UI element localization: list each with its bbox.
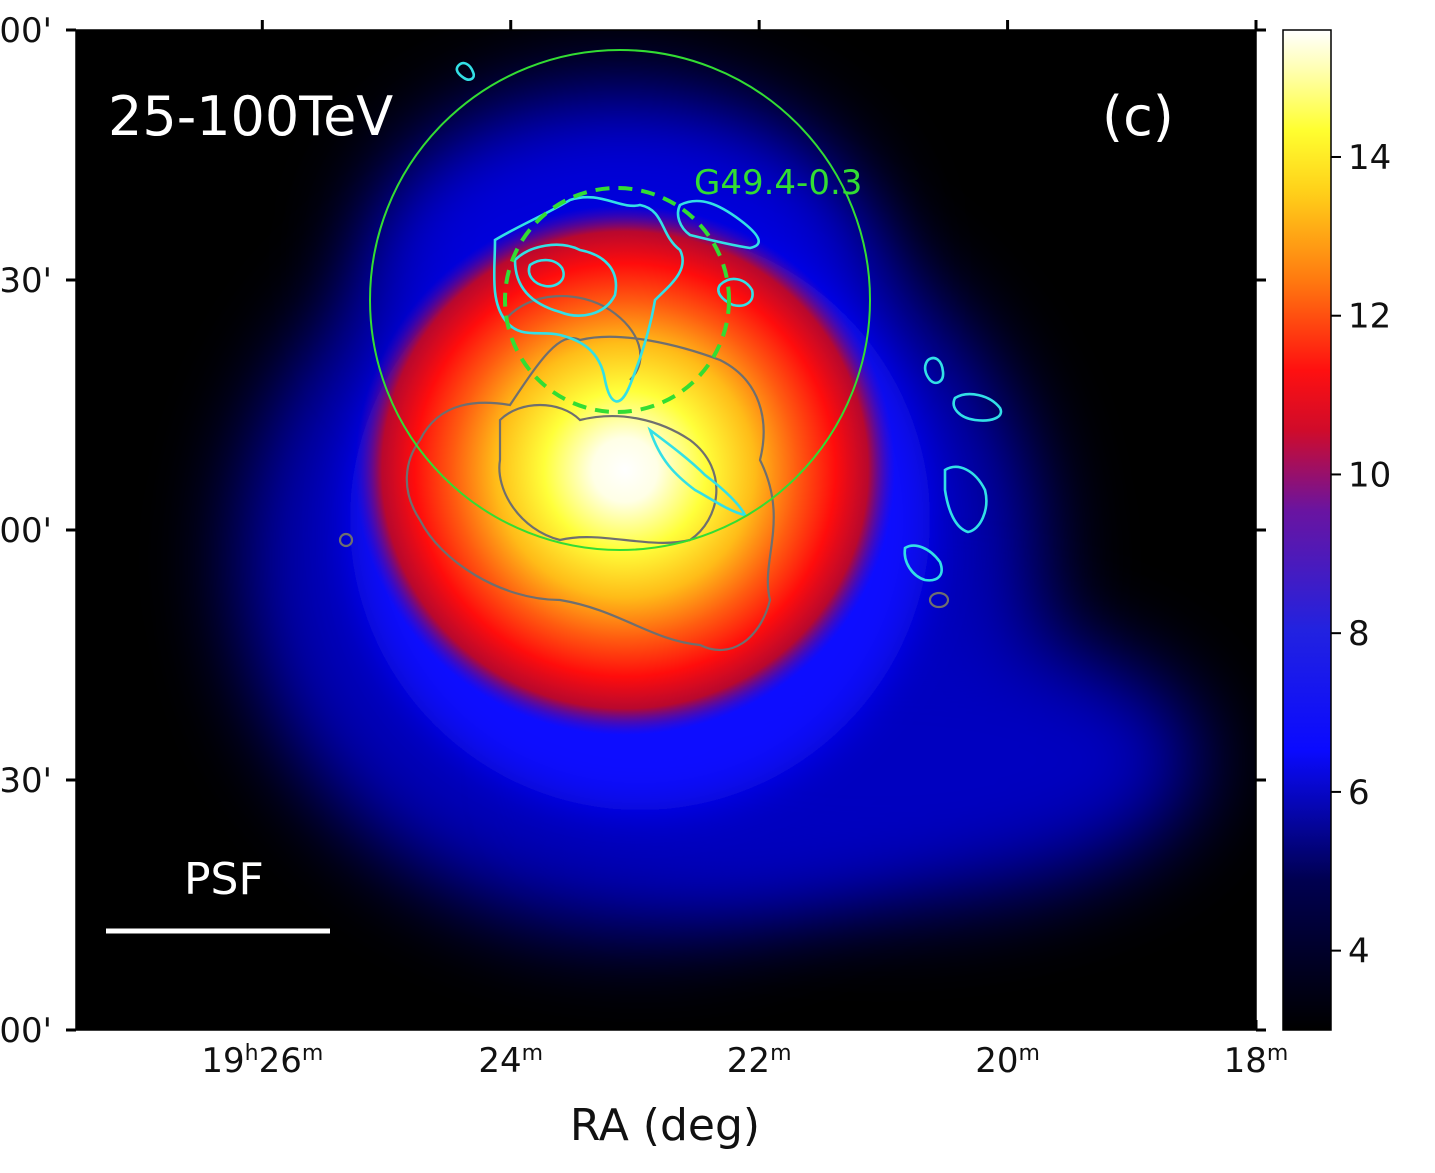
- colorbar-ticks: 4 6 8 10 12 14: [1331, 138, 1391, 972]
- x-tick-label: 22m: [727, 1041, 792, 1081]
- y-tick-label: 00': [0, 11, 52, 51]
- cyan-contour-mid: [717, 277, 754, 308]
- y-tick-label: 30': [0, 261, 52, 301]
- colorbar-tick-label: 12: [1348, 297, 1391, 337]
- y-ticks: 00' 30' 00' 30' 00': [0, 11, 1266, 1051]
- x-axis-label: RA (deg): [570, 1100, 760, 1151]
- cyan-contour-snr-outer: [492, 195, 684, 403]
- cyan-contour-w3: [943, 465, 988, 534]
- gray-contour-inner: [498, 403, 718, 544]
- cyan-contour-snr-inner: [527, 258, 565, 288]
- colorbar-tick-label: 8: [1348, 614, 1370, 654]
- x-tick-label: 18m: [1224, 1041, 1289, 1081]
- y-tick-label: 30': [0, 761, 52, 801]
- colorbar-tick-label: 6: [1348, 773, 1370, 813]
- x-tick-label: 24m: [478, 1041, 543, 1081]
- source-core: [355, 205, 895, 735]
- cyan-contour-snr-mid: [513, 243, 618, 317]
- gray-contour-outer: [405, 335, 775, 651]
- x-ticks: 19h26m 24m 22m 20m 18m: [201, 20, 1288, 1081]
- cyan-contours: [455, 61, 1003, 582]
- heatmap-layer: G49.4-0.3 25-100TeV (c) PSF: [76, 30, 1256, 1030]
- snr-circle: [503, 186, 731, 414]
- y-tick-label: 00': [0, 511, 52, 551]
- x-tick-label: 19h26m: [201, 1041, 323, 1081]
- colorbar-tick-label: 10: [1348, 455, 1391, 495]
- psf-label: PSF: [184, 854, 264, 905]
- y-tick-label: 00': [0, 1011, 52, 1051]
- colorbar: [1282, 29, 1332, 1031]
- colorbar-tick-label: 14: [1348, 138, 1391, 178]
- x-tick-label: 20m: [975, 1041, 1040, 1081]
- cyan-contour-filament: [647, 426, 748, 517]
- colorbar-tick-label: 4: [1348, 932, 1370, 972]
- cyan-contour-w2: [952, 392, 1003, 422]
- snr-label: G49.4-0.3: [694, 163, 862, 203]
- gray-contour-small-1: [338, 532, 354, 548]
- cyan-contour-w4: [903, 544, 943, 582]
- gray-contour-small-2: [928, 591, 950, 609]
- energy-band-label: 25-100TeV: [108, 85, 393, 148]
- panel-label: (c): [1102, 85, 1174, 148]
- cyan-contour-ne: [676, 199, 760, 250]
- cyan-contour-w1: [923, 356, 945, 385]
- large-region-circle: [369, 49, 871, 551]
- cyan-contour-topspot: [455, 61, 476, 81]
